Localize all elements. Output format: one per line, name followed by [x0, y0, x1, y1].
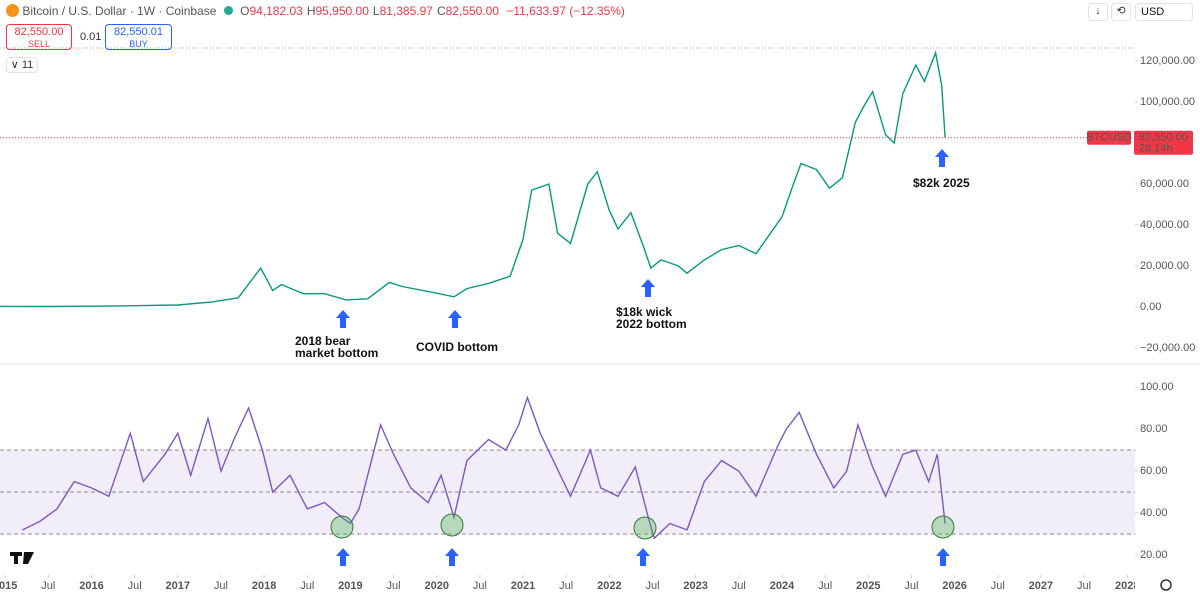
- annotation: 2018 bear: [295, 334, 351, 348]
- refresh-button[interactable]: ⟲: [1111, 3, 1131, 21]
- buy-button[interactable]: 82,550.01 BUY: [105, 24, 172, 50]
- price-tag: [1134, 130, 1193, 155]
- x-tick-label: Jul: [41, 580, 55, 592]
- arrow: [336, 310, 350, 328]
- x-tick-label: 2020: [424, 580, 448, 592]
- y-tick-label: 60,000.00: [1140, 178, 1189, 190]
- y-tick-label: 40.00: [1140, 507, 1168, 519]
- x-tick-label: 2016: [79, 580, 103, 592]
- x-tick-label: Jul: [991, 580, 1005, 592]
- buy-label: BUY: [129, 39, 148, 49]
- settings-icon[interactable]: [1160, 579, 1172, 591]
- annotation: 2022 bottom: [616, 317, 687, 331]
- y-tick-label: 100.00: [1140, 381, 1174, 393]
- market-status: [223, 6, 233, 15]
- ohlc-key: H: [306, 4, 316, 18]
- ohlc-value: 82,550.00: [445, 4, 500, 18]
- price-tag-countdown: 2d 14h: [1139, 143, 1173, 155]
- arrow: [636, 548, 650, 566]
- x-tick-label: 2023: [683, 580, 707, 592]
- ohlc-value: 95,950.00: [315, 4, 369, 18]
- ohlc-value: 94,182.03: [249, 4, 303, 18]
- sell-price: 82,550.00: [14, 26, 64, 38]
- buy-price: 82,550.01: [114, 26, 163, 38]
- x-tick-label: Jul: [300, 580, 314, 592]
- highlight-circle: [330, 515, 354, 539]
- y-tick-label: −20,000.00: [1140, 342, 1195, 354]
- x-tick-label: Jul: [818, 580, 832, 592]
- annotation: $82k 2025: [913, 176, 970, 190]
- x-tick-label: 2018: [252, 580, 276, 592]
- y-tick-label: 40,000.00: [1140, 219, 1189, 231]
- download-button[interactable]: ↓: [1088, 3, 1108, 21]
- annotation: $18k wick: [616, 305, 672, 319]
- highlight-circle: [633, 516, 657, 540]
- tradingview-logo: [10, 552, 34, 564]
- sell-label: SELL: [27, 39, 51, 49]
- symbol-tag-text: BTCUSD: [1086, 132, 1131, 144]
- symbol-tag: [1087, 130, 1131, 145]
- symbol-title: Bitcoin / U.S. Dollar · 1W · Coinbase: [22, 4, 217, 18]
- indicators-toggle[interactable]: ∨ 11: [6, 57, 38, 73]
- ohlc: O94,182.03 H95,950.00 L81,385.97 C82,550.00: [240, 4, 503, 18]
- currency-select[interactable]: USD: [1135, 3, 1193, 21]
- arrow: [445, 548, 459, 566]
- sell-button[interactable]: 82,550.00 SELL: [6, 24, 72, 50]
- y-tick-label: 120,000.00: [1140, 55, 1195, 67]
- x-tick-label: Jul: [1077, 580, 1091, 592]
- y-tick-label: 100,000.00: [1140, 96, 1195, 108]
- x-tick-label: Jul: [559, 580, 573, 592]
- indicator-count: 11: [21, 59, 34, 71]
- y-tick-label: 80.00: [1140, 423, 1168, 435]
- y-tick-label: 20.00: [1140, 549, 1168, 561]
- spread: 0.01: [80, 31, 102, 43]
- x-tick-label: 2015: [0, 580, 17, 592]
- x-tick-label: Jul: [904, 580, 918, 592]
- x-tick-label: 2027: [1029, 580, 1053, 592]
- y-tick-label: 20,000.00: [1140, 260, 1189, 272]
- annotation: COVID bottom: [416, 340, 498, 354]
- x-tick-label: 2025: [856, 580, 880, 592]
- x-tick-label: Jul: [387, 580, 401, 592]
- series-line: [22, 395, 946, 540]
- highlight-circle: [931, 515, 955, 539]
- price-tag-value: 82,550.00: [1139, 132, 1188, 144]
- x-tick-label: Jul: [732, 580, 746, 592]
- ohlc-key: C: [436, 4, 446, 18]
- plot-area: 2015 Jul 2016 Jul 2017 Jul 2018 Jul 2019 Jul 2020 J…: [0, 50, 1139, 592]
- arrow: [336, 548, 350, 566]
- x-tick-label: 2024: [770, 580, 795, 592]
- x-tick-label: Jul: [214, 580, 228, 592]
- x-tick-label: Jul: [128, 580, 142, 592]
- series-line: [0, 50, 946, 308]
- arrows: [336, 149, 950, 566]
- y-tick-label: 60.00: [1140, 465, 1168, 477]
- x-tick-label: 2017: [166, 580, 190, 592]
- arrow: [935, 149, 949, 167]
- ohlc-key: O: [240, 4, 250, 18]
- arrow: [448, 310, 462, 328]
- arrow: [641, 279, 655, 297]
- x-tick-label: 2028: [1115, 580, 1139, 592]
- btc-icon: [6, 4, 19, 17]
- change: −11,633.97 (−12.35%): [506, 4, 625, 18]
- x-tick-label: Jul: [645, 580, 659, 592]
- symbol-row: Bitcoin / U.S. Dollar · 1W · Coinbase O9…: [6, 4, 625, 18]
- arrow: [936, 548, 950, 566]
- x-tick-label: Jul: [473, 580, 487, 592]
- x-tick-label: 2026: [942, 580, 966, 592]
- x-tick-label: 2022: [597, 580, 621, 592]
- annotation: market bottom: [295, 346, 378, 360]
- ohlc-key: L: [372, 4, 380, 18]
- x-tick-label: 2019: [338, 580, 362, 592]
- y-tick-label: 0.00: [1140, 301, 1161, 313]
- ohlc-value: 81,385.97: [379, 4, 433, 18]
- highlight-circle: [440, 513, 464, 537]
- x-tick-label: 2021: [511, 580, 535, 592]
